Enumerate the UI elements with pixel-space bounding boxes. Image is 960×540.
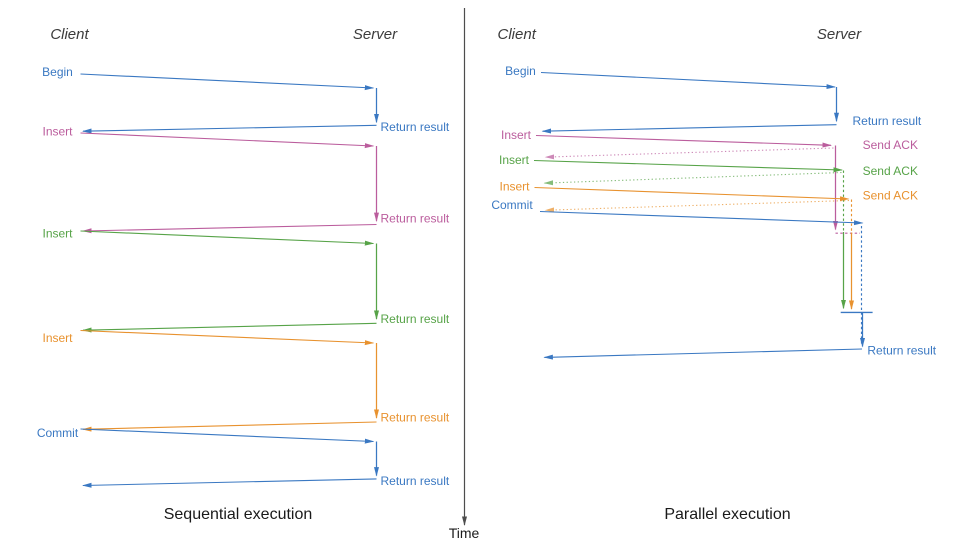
svg-text:Return result: Return result [381,212,450,226]
svg-text:Server: Server [353,26,398,43]
svg-text:Begin: Begin [505,64,536,78]
svg-text:Commit: Commit [491,198,533,212]
svg-text:Begin: Begin [42,65,73,79]
svg-text:Client: Client [50,26,89,43]
svg-text:Send ACK: Send ACK [863,164,918,178]
svg-text:Return result: Return result [853,114,922,128]
svg-text:Server: Server [817,26,862,43]
svg-text:Return result: Return result [381,312,450,326]
svg-text:Commit: Commit [37,426,79,440]
svg-text:Parallel execution: Parallel execution [664,506,790,523]
svg-text:Client: Client [498,26,537,43]
svg-text:Sequential execution: Sequential execution [164,506,313,523]
svg-text:Return result: Return result [867,344,936,358]
svg-text:Insert: Insert [42,331,73,345]
svg-text:Send ACK: Send ACK [863,138,918,152]
svg-text:Insert: Insert [499,179,530,193]
svg-text:Time: Time [449,525,480,540]
svg-text:Return result: Return result [381,411,450,425]
svg-text:Insert: Insert [42,124,73,138]
svg-text:Return result: Return result [381,120,450,134]
svg-text:Insert: Insert [42,227,73,241]
svg-text:Insert: Insert [501,128,532,142]
svg-text:Return result: Return result [381,474,450,488]
svg-text:Insert: Insert [499,153,530,167]
svg-text:Send ACK: Send ACK [863,188,918,202]
